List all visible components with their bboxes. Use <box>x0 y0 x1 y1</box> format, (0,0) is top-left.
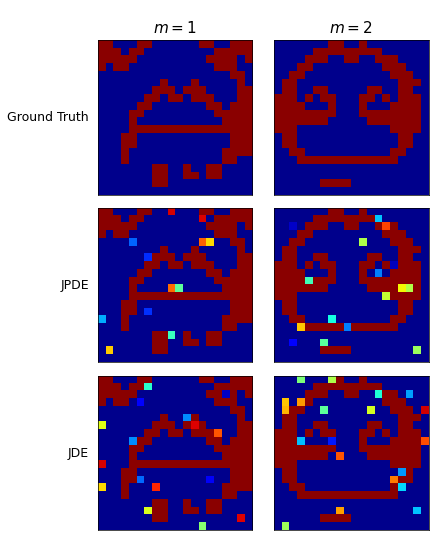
Text: JPDE: JPDE <box>60 279 89 292</box>
Text: JDE: JDE <box>68 447 89 459</box>
Text: $m = 1$: $m = 1$ <box>153 20 197 36</box>
Text: $m = 2$: $m = 2$ <box>329 20 372 36</box>
Text: Ground Truth: Ground Truth <box>7 111 89 124</box>
